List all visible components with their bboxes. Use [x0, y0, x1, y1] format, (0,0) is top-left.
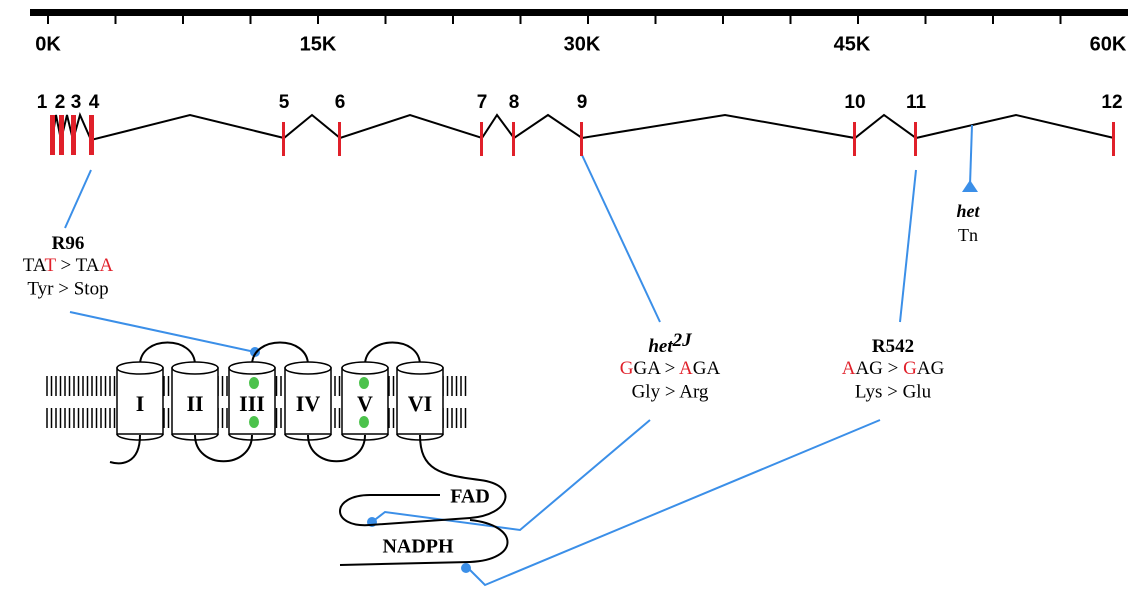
helix-label: VI — [408, 391, 432, 416]
codon-part: GA > — [633, 358, 679, 379]
codon-change: GGA > AGA — [620, 358, 721, 379]
codon-part: G — [903, 358, 917, 379]
helix-label: IV — [296, 391, 321, 416]
exon — [580, 122, 583, 156]
exon — [59, 115, 64, 155]
gene-figure: IIIIIIIVVVI FAD NADPH het Tn 0K15K30K45K… — [0, 0, 1128, 590]
exon-number: 11 — [906, 92, 927, 113]
ruler-bar — [30, 9, 1128, 16]
ruler-label: 45K — [834, 33, 871, 55]
helix-label: I — [136, 391, 145, 416]
codon-part: > TA — [56, 255, 100, 276]
exon-number: 4 — [89, 92, 100, 113]
helix-top — [229, 362, 275, 374]
codon-part: A — [99, 255, 113, 276]
codon-part: G — [620, 358, 634, 379]
exon — [1112, 122, 1115, 156]
exon-number: 5 — [279, 92, 290, 113]
insertion-type: Tn — [958, 225, 978, 245]
exon — [338, 122, 341, 156]
codon-part: T — [45, 255, 57, 276]
ruler-label: 0K — [35, 33, 61, 55]
helix-top — [285, 362, 331, 374]
exon — [512, 122, 515, 156]
codon-change: AAG > GAG — [842, 358, 945, 379]
exon — [50, 115, 55, 155]
exon-number: 1 — [37, 92, 48, 113]
helix-label: III — [239, 391, 265, 416]
exon-number: 3 — [71, 92, 82, 113]
domain-label: FAD — [450, 486, 490, 508]
domain-label: NADPH — [382, 536, 454, 558]
exon-number: 7 — [477, 92, 488, 113]
transposon-marker — [962, 180, 978, 192]
codon-part: AG — [917, 358, 945, 379]
ruler-label: 60K — [1090, 33, 1127, 55]
exon — [282, 122, 285, 156]
exon — [71, 115, 76, 155]
exon — [89, 115, 94, 155]
ruler-label: 30K — [564, 33, 601, 55]
mutation-name-text: R96 — [52, 233, 85, 254]
helix-top — [342, 362, 388, 374]
helix-top — [172, 362, 218, 374]
exon-number: 2 — [55, 92, 66, 113]
codon-part: TA — [23, 255, 47, 276]
exon — [480, 122, 483, 156]
helix-top — [397, 362, 443, 374]
exons — [50, 115, 1115, 156]
codon-change: TAT > TAA — [23, 255, 114, 276]
insertion-name: het — [956, 201, 980, 221]
exon-number: 12 — [1101, 92, 1122, 113]
mutation-name: R542 — [872, 336, 914, 357]
exon-number: 6 — [335, 92, 346, 113]
mutation-superscript: 2J — [672, 330, 693, 351]
amino-acid-change: Lys > Glu — [855, 381, 932, 402]
mutation-name: het2J — [648, 330, 692, 357]
mutation-name: R96 — [52, 233, 85, 254]
codon-part: A — [679, 358, 693, 379]
codon-part: GA — [693, 358, 721, 379]
ruler-label: 15K — [300, 33, 337, 55]
mutation-name-text: het — [648, 336, 673, 357]
amino-acid-change: Tyr > Stop — [27, 278, 108, 299]
amino-acid-change: Gly > Arg — [632, 381, 709, 402]
codon-part: A — [842, 358, 856, 379]
helix-top — [117, 362, 163, 374]
helix-label: V — [357, 391, 373, 416]
exon-number: 10 — [844, 92, 865, 113]
exon-number: 9 — [577, 92, 588, 113]
mutation-name-text: R542 — [872, 336, 914, 357]
exon — [914, 122, 917, 156]
exon-number: 8 — [509, 92, 520, 113]
codon-part: AG > — [855, 358, 903, 379]
connector-lines — [65, 125, 972, 585]
helix-label: II — [186, 391, 203, 416]
exon — [853, 122, 856, 156]
